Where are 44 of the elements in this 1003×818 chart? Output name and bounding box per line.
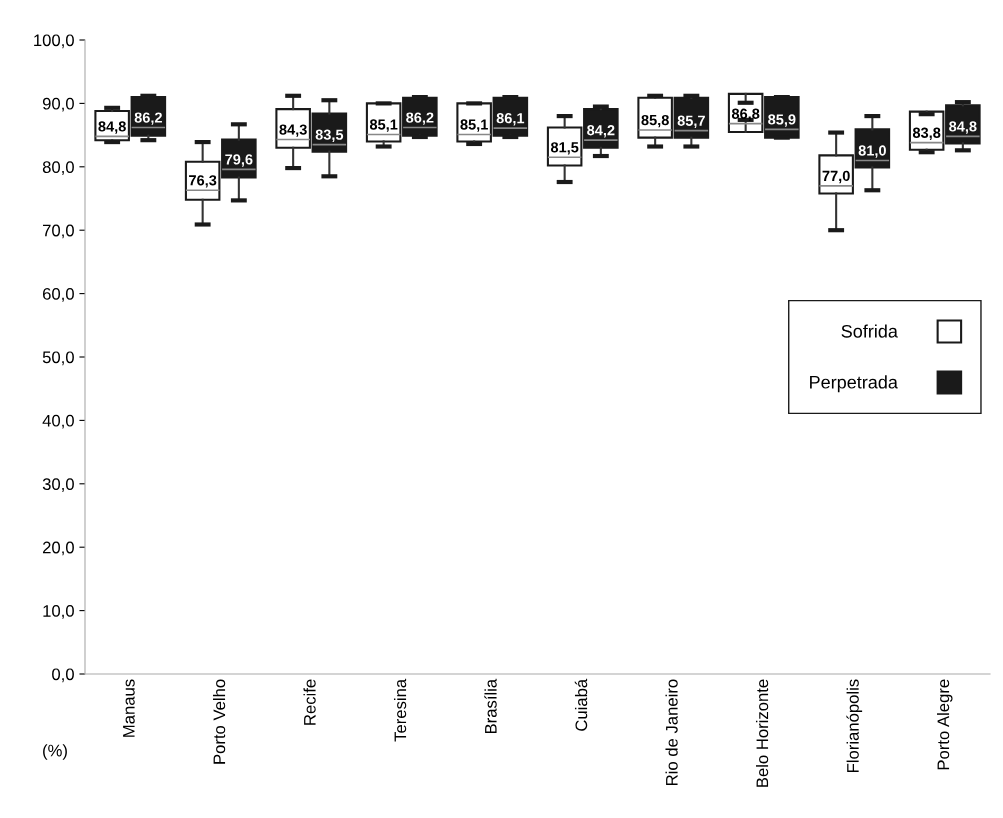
text: 85,7 [677,115,705,128]
text: 79,6 [225,154,253,167]
x-tick-label: Belo Horizonte [755,679,769,787]
text: 86,8 [731,108,760,122]
text: 83,5 [315,129,344,142]
y-tick-label: 10,0 [43,605,74,619]
y-tick-label: 100,0 [34,34,74,49]
y-tick-label: 20,0 [42,541,74,556]
x-tick-label: Brasília [484,678,497,734]
y-tick-label: 70,0 [43,224,74,239]
y-axis-title: (%) [43,744,67,760]
text: 84,2 [587,125,615,138]
y-tick-label: 40,0 [42,414,74,429]
text: 86,2 [134,112,162,125]
text: 84,3 [279,124,307,137]
y-tick-label: 0,0 [52,668,74,683]
text: 85,8 [641,114,669,128]
y-tick-label: 30,0 [42,478,74,492]
x-tick-label: Florianópolis [846,679,863,772]
x-tick-label: Porto Alegre [936,679,953,770]
y-tick-label: 90,0 [42,97,74,112]
legend-label: Perpetrada [810,375,898,393]
text: 85,1 [369,119,398,132]
text: 85,9 [768,114,796,127]
y-tick-label: 60,0 [42,288,74,302]
text: 86,1 [496,113,525,126]
y-tick-label: 80,0 [42,161,74,175]
x-tick-label: Porto Velho [212,679,226,764]
x-tick-label: Manaus [123,679,135,737]
text: 76,3 [189,175,217,188]
text: 77,0 [822,170,850,184]
text: 86,2 [406,112,434,125]
x-tick-label: Teresina [393,678,407,742]
x-tick-label: Cuiabá [574,678,588,731]
text: 83,8 [912,127,941,141]
text: 84,8 [98,121,126,134]
y-tick-label: 50,0 [42,351,74,366]
text: 81,0 [858,145,886,158]
x-tick-label: Recife [303,679,316,725]
text: 81,5 [550,142,579,155]
text: 84,8 [949,121,977,134]
text: 85,1 [460,119,488,132]
legend-label: Sofrida [841,324,898,338]
x-tick-label: Rio de Janeiro [665,679,678,785]
